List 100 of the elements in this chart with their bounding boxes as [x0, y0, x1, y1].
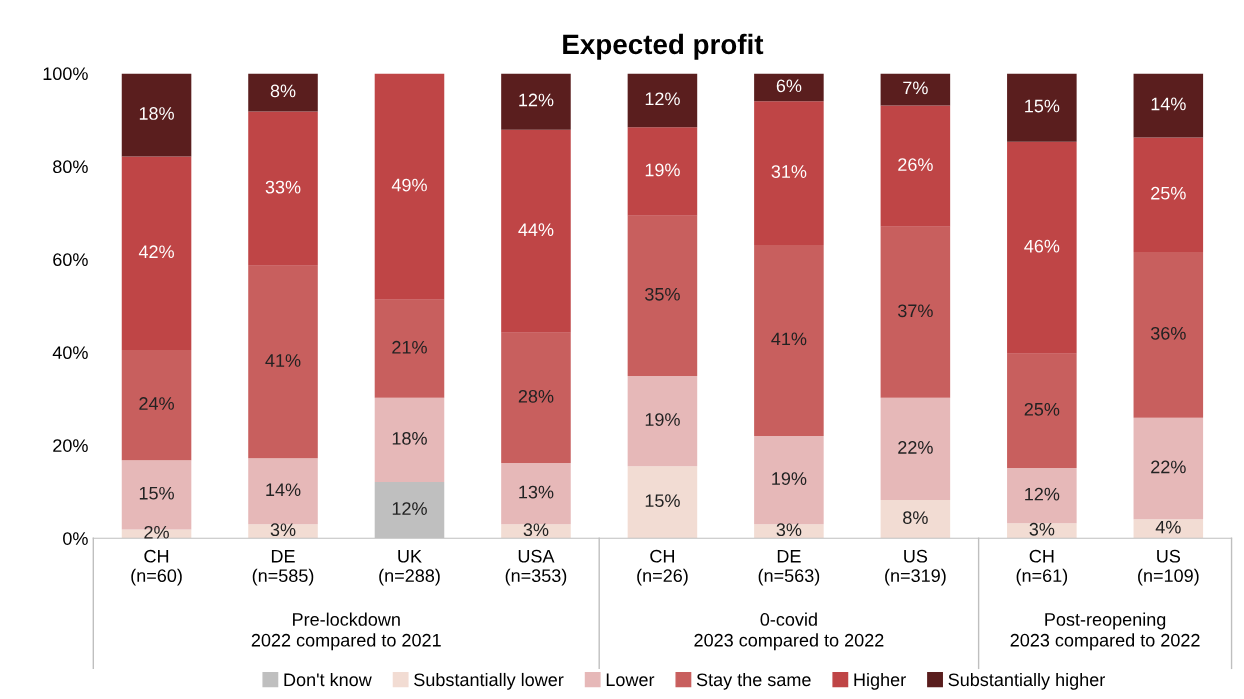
bar — [248, 524, 318, 539]
x-tick-label: US (n=109) — [1138, 549, 1199, 586]
data-label: 25% — [1151, 186, 1186, 200]
legend-label: Lower — [606, 673, 655, 687]
data-label: 35% — [645, 287, 680, 301]
data-label: 12% — [392, 502, 427, 515]
data-label: 18% — [392, 431, 427, 445]
y-tick-label: 80% — [53, 160, 88, 174]
data-label: 21% — [392, 340, 427, 354]
bar — [1133, 137, 1204, 252]
bar — [248, 458, 318, 525]
bar — [501, 462, 571, 525]
x-tick-label: USA (n=353) — [505, 549, 567, 586]
y-tick-label: 20% — [53, 439, 88, 452]
data-label: 19% — [645, 413, 680, 426]
legend-label: Substantially higher — [948, 672, 1105, 690]
data-label: 4% — [1155, 520, 1181, 534]
data-label: 2% — [144, 525, 169, 539]
data-label: 19% — [645, 163, 680, 177]
legend-label: Don't know — [284, 672, 372, 687]
bar — [1007, 468, 1077, 524]
x-tick-label: CH (n=26) — [637, 549, 688, 586]
bar — [374, 299, 445, 398]
y-tick-label: 0% — [63, 532, 88, 545]
x-tick-label: UK (n=288) — [379, 550, 440, 586]
bar — [1007, 353, 1077, 469]
data-label: 24% — [139, 397, 174, 410]
data-label: 36% — [1150, 326, 1186, 340]
data-label: 3% — [270, 523, 296, 537]
x-tick-label: US (n=319) — [885, 549, 946, 586]
data-label: 33% — [265, 180, 301, 194]
data-label: 12% — [519, 93, 554, 107]
bar — [501, 73, 571, 130]
bar — [248, 111, 318, 266]
bar — [627, 215, 698, 376]
bar — [121, 73, 192, 157]
chart-title: Expected profit — [563, 33, 764, 60]
data-label: 12% — [645, 92, 680, 106]
bar — [627, 466, 698, 539]
bar — [501, 332, 571, 463]
bar — [248, 265, 318, 459]
legend-label: Stay the same — [696, 672, 811, 690]
bar — [880, 226, 951, 398]
bar — [1133, 73, 1204, 138]
data-label: 42% — [138, 245, 174, 259]
bar — [627, 376, 698, 467]
bar — [374, 397, 445, 482]
data-label: 13% — [519, 485, 554, 499]
data-label: 28% — [518, 389, 554, 403]
y-tick-label: 60% — [53, 253, 88, 267]
x-tick-label: CH (n=60) — [131, 549, 182, 586]
bar — [374, 73, 445, 300]
data-label: 8% — [903, 511, 928, 525]
bar — [754, 73, 824, 102]
bar — [880, 500, 951, 539]
bar — [880, 105, 951, 227]
data-label: 15% — [1025, 99, 1060, 113]
data-label: 8% — [270, 84, 296, 98]
data-label: 3% — [523, 523, 549, 537]
bar — [754, 435, 824, 525]
data-label: 18% — [139, 107, 174, 120]
text: 0-covid 2023 compared to 2022 — [694, 612, 884, 651]
bar — [627, 73, 698, 128]
x-tick-label: CH (n=61) — [1016, 549, 1068, 586]
bar — [501, 524, 571, 539]
data-label: 6% — [776, 79, 802, 93]
x-tick-label: DE (n=563) — [758, 550, 820, 586]
y-tick-label: 100% — [43, 67, 88, 81]
data-label: 14% — [266, 483, 301, 497]
data-label: 7% — [903, 81, 928, 95]
text: Post-reopening 2023 compared to 2022 — [1010, 612, 1200, 651]
data-label: 46% — [1024, 239, 1060, 253]
data-label: 15% — [139, 486, 174, 500]
data-label: 3% — [776, 523, 802, 537]
bar — [754, 244, 824, 436]
text: Pre-lockdown 2022 compared to 2021 — [251, 612, 441, 651]
data-label: 14% — [1151, 97, 1186, 111]
bar — [248, 73, 318, 112]
data-label: 41% — [265, 354, 301, 367]
data-label: 12% — [1025, 487, 1060, 501]
bar — [1007, 141, 1077, 354]
bar — [501, 129, 571, 333]
bar — [121, 156, 192, 350]
legend-label: Substantially lower — [414, 672, 564, 690]
x-tick-label: DE (n=585) — [252, 550, 314, 586]
bar — [880, 397, 951, 501]
bar — [1133, 417, 1204, 520]
y-tick-label: 40% — [52, 346, 88, 360]
data-label: 3% — [1029, 522, 1055, 536]
data-label: 49% — [391, 178, 427, 192]
data-label: 22% — [1151, 460, 1186, 474]
data-label: 31% — [771, 165, 807, 178]
data-label: 44% — [518, 223, 554, 236]
bar — [754, 524, 824, 539]
data-label: 25% — [1024, 402, 1060, 416]
data-label: 41% — [771, 332, 807, 346]
bar — [627, 127, 698, 216]
bar — [754, 101, 824, 245]
legend-label: Higher — [854, 672, 906, 690]
bar — [1007, 523, 1077, 539]
